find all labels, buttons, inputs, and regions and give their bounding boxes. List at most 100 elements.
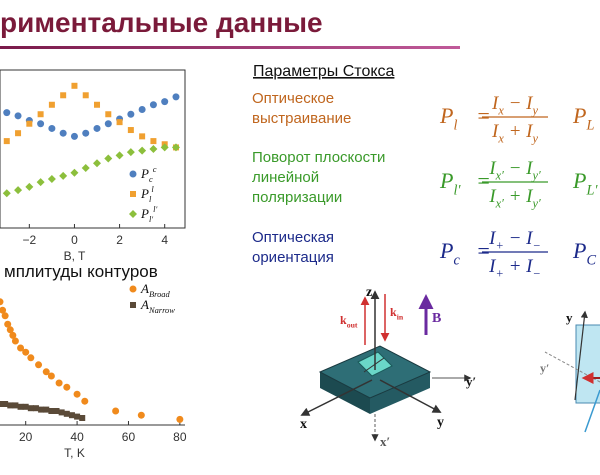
point [17, 403, 24, 410]
x-tick-label: 80 [173, 430, 187, 444]
formula-den: Ix + Iy [491, 121, 538, 146]
formula-num-part: I [491, 93, 500, 114]
formula-cut-part: L′ [585, 183, 598, 199]
diagram-label: x′ [380, 434, 390, 449]
point [3, 138, 10, 145]
point [172, 93, 180, 101]
stokes-label: ориентация [252, 249, 334, 266]
diagram-label-part: y′ [466, 374, 476, 389]
point [36, 178, 45, 187]
point [48, 101, 55, 108]
point [104, 154, 113, 163]
point [105, 111, 112, 118]
formula-num-part: x [497, 104, 504, 118]
formula-lhs-part: P [439, 168, 453, 193]
x-axis-label: T, K [64, 446, 85, 460]
formula-den: I+ + I− [488, 256, 541, 281]
legend-label-part: Broad [149, 289, 171, 299]
diagram-label-part: k [390, 305, 397, 319]
stokes-label: Оптическая [252, 229, 334, 246]
point [137, 411, 145, 419]
point [35, 361, 43, 369]
point [149, 101, 157, 109]
point [48, 124, 56, 132]
diagram-label-part: x [300, 417, 307, 432]
x-tick-label: 2 [116, 233, 123, 247]
formula-den-part: I [491, 121, 500, 142]
side-diagram [544, 310, 600, 433]
point [71, 82, 78, 89]
point [138, 146, 147, 155]
axis-x [300, 379, 373, 416]
x-tick-label: −2 [22, 233, 36, 247]
formula-num-part: − [504, 93, 526, 114]
formula-num-part: x′ [495, 169, 504, 183]
formula-cut: PC [572, 238, 596, 269]
formula-cut: PL′ [572, 168, 598, 199]
diagram-label: y′ [540, 361, 549, 375]
formula-cut-part: P [572, 238, 586, 263]
slide-title: риментальные данные [0, 7, 323, 38]
diagram-label: x [300, 417, 307, 432]
point [70, 132, 78, 140]
point [63, 383, 71, 391]
axis-y [574, 310, 588, 401]
point [58, 409, 65, 416]
formula-lhs-part: c [453, 253, 460, 269]
point [15, 130, 22, 137]
point [27, 405, 34, 412]
point [4, 320, 12, 328]
stokes-label: Поворот плоскости [252, 149, 385, 166]
formula-num-part: − [532, 239, 540, 253]
point [161, 98, 169, 106]
legend-label-part: l′ [153, 204, 157, 214]
diagram-label-part: y [437, 415, 444, 430]
formula-cut-part: C [586, 253, 596, 269]
x-tick-label: 40 [70, 430, 84, 444]
beam [584, 389, 600, 433]
stokes-title: Параметры Стокса [253, 63, 395, 80]
formula-cut-part: P [572, 168, 586, 193]
legend-label-part: l [151, 184, 154, 194]
diagram-label-part: x′ [380, 434, 390, 449]
point [116, 119, 123, 126]
point [22, 348, 30, 356]
point [38, 406, 45, 413]
formula-cut-part: P [572, 103, 586, 128]
formula-den-part: I [525, 186, 534, 207]
formula-num-part: y [530, 104, 538, 118]
point [42, 368, 50, 376]
formula-den-part: − [532, 267, 540, 281]
point [2, 401, 9, 407]
formula-num-part: I [488, 158, 497, 179]
formula-den-part: x [497, 132, 504, 146]
point [127, 110, 135, 118]
diagram-label-part: y′ [540, 361, 549, 375]
legend-label: ANarrow [140, 297, 175, 315]
point [60, 92, 67, 99]
point [104, 120, 112, 128]
point [0, 401, 3, 407]
point [9, 331, 17, 339]
point [59, 171, 68, 180]
formula-lhs-part: P [439, 238, 453, 263]
legend-label: Pl′l′ [140, 204, 158, 224]
point [6, 326, 14, 334]
formula-den-part: + [504, 256, 526, 277]
point [115, 151, 124, 160]
x-tick-label: 0 [71, 233, 78, 247]
formula-den-part: x′ [495, 197, 504, 211]
point [53, 408, 60, 414]
legend-label: Pll [140, 184, 154, 204]
stokes-label: Оптическое [252, 90, 334, 107]
legend-label-part: A [140, 281, 149, 296]
formula-den-part: + [495, 267, 503, 281]
point [149, 145, 158, 153]
point [11, 337, 19, 345]
point [2, 189, 11, 198]
point [47, 372, 55, 380]
point [7, 402, 14, 409]
point [12, 402, 19, 409]
point [68, 412, 75, 419]
chart-title: мплитуды контуров [4, 262, 158, 281]
